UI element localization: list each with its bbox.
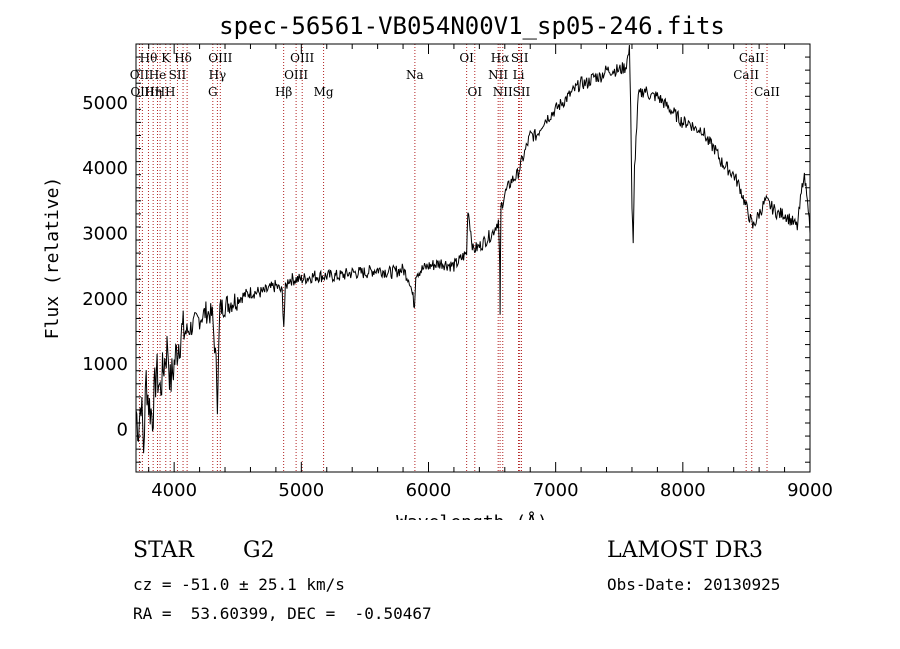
marker-label: SII [169, 68, 187, 82]
y-tick-label: 4000 [82, 158, 128, 179]
marker-label: OI [459, 51, 474, 65]
marker-label: Hγ [209, 68, 227, 82]
x-tick-label: 8000 [660, 480, 706, 501]
marker-label: K [161, 51, 171, 65]
x-tick-label: 6000 [406, 480, 452, 501]
marker-label: SII [511, 51, 529, 65]
marker-label: Hδ [174, 51, 192, 65]
x-tick-label: 5000 [278, 480, 324, 501]
line-markers: OIIOIIIHθHηHeHKHSIIHδGHγOIIIHβOIIIOIIIMg… [130, 44, 780, 472]
survey-name: LAMOST DR3 [607, 538, 763, 563]
marker-label: OIII [284, 68, 308, 82]
y-tick-label: 5000 [82, 93, 128, 114]
marker-label: Mg [314, 85, 334, 99]
x-axis-label: Wavelength (Å) [396, 511, 548, 520]
marker-label: Hα [491, 51, 510, 65]
marker-label: OI [467, 85, 482, 99]
marker-label: Hθ [140, 51, 158, 65]
spectrum-chart: spec-56561-VB054N00V1_sp05-246.fits OII O… [42, 12, 833, 520]
marker-label: Hβ [275, 85, 292, 99]
marker-label: He [149, 68, 167, 82]
marker-label: H [165, 85, 175, 99]
marker-label: CaII [733, 68, 759, 82]
marker-label: G [208, 85, 218, 99]
x-tick-label: 9000 [787, 480, 833, 501]
marker-label: Na [406, 68, 424, 82]
y-tick-label: 3000 [82, 223, 128, 244]
y-tick-label: 1000 [82, 354, 128, 375]
object-subclass: G2 [243, 538, 275, 563]
spectrum-series [135, 44, 811, 454]
marker-label: CaII [754, 85, 780, 99]
marker-label: H [155, 85, 165, 99]
x-tick-label: 4000 [151, 480, 197, 501]
marker-label: OIII [208, 51, 232, 65]
coordinates-line: RA = 53.60399, DEC = -0.50467 [133, 604, 432, 623]
chart-title: spec-56561-VB054N00V1_sp05-246.fits [219, 12, 725, 40]
marker-label: CaII [739, 51, 765, 65]
observation-date: Obs-Date: 20130925 [607, 575, 781, 594]
marker-label: OIII [290, 51, 314, 65]
y-axis-label: Flux (relative) [42, 177, 63, 340]
plot-frame [135, 43, 811, 473]
redshift-line: cz = -51.0 ± 25.1 km/s [133, 575, 345, 594]
y-tick-label: 0 [117, 420, 128, 441]
spectrum-line [135, 44, 811, 454]
marker-label: SII [513, 85, 531, 99]
marker-label: NII [493, 85, 513, 99]
axis-ticks: 4000 5000 6000 7000 8000 9000 0 1000 2000 3000 400… [82, 44, 833, 501]
marker-label: Li [513, 68, 525, 82]
y-tick-label: 2000 [82, 289, 128, 310]
marker-label: OII [130, 68, 150, 82]
marker-label: NII [488, 68, 508, 82]
x-tick-label: 7000 [533, 480, 579, 501]
object-class: STAR [133, 538, 194, 563]
